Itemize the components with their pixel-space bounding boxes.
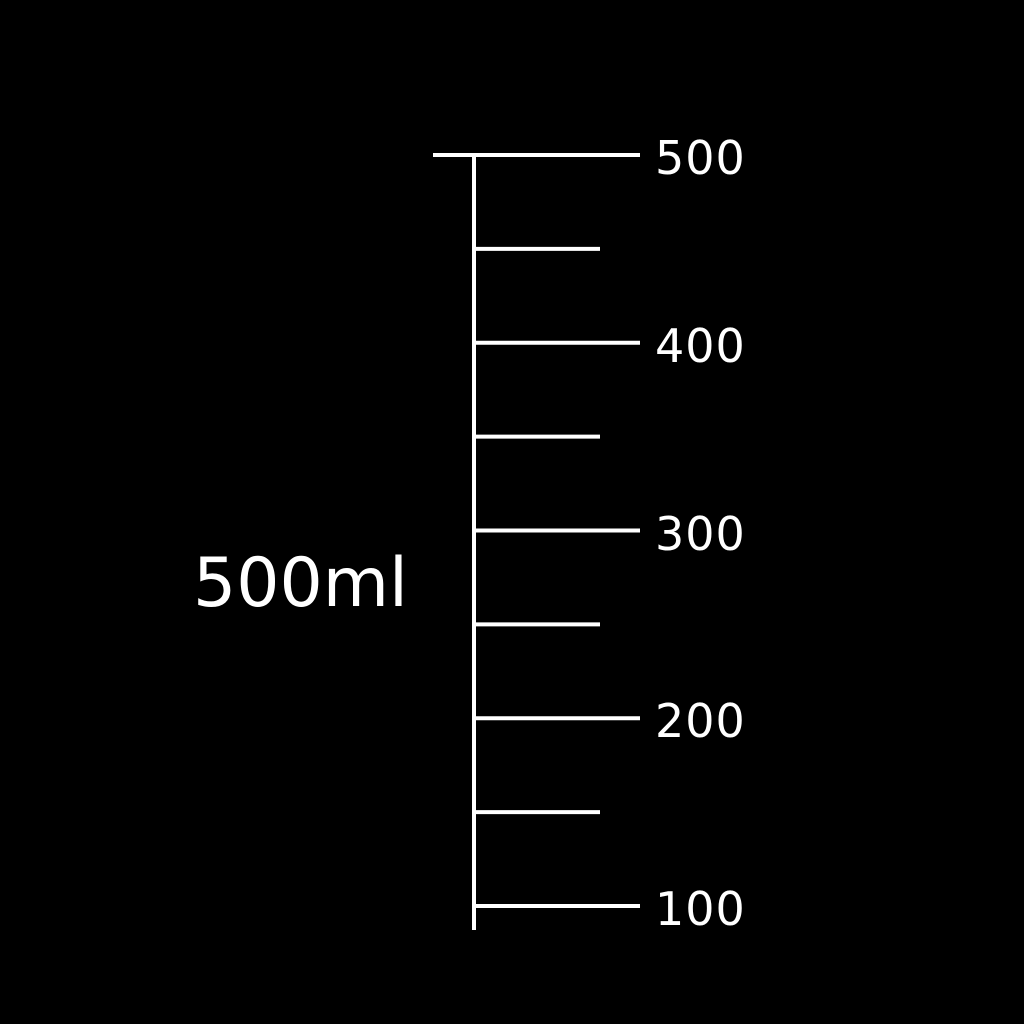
tick-label-500: 500 <box>655 131 746 185</box>
tick-label-100: 100 <box>655 882 746 936</box>
tick-label-200: 200 <box>655 694 746 749</box>
capacity-label: 500ml <box>193 544 408 623</box>
tick-label-400: 400 <box>655 318 746 373</box>
tick-label-300: 300 <box>655 506 746 561</box>
